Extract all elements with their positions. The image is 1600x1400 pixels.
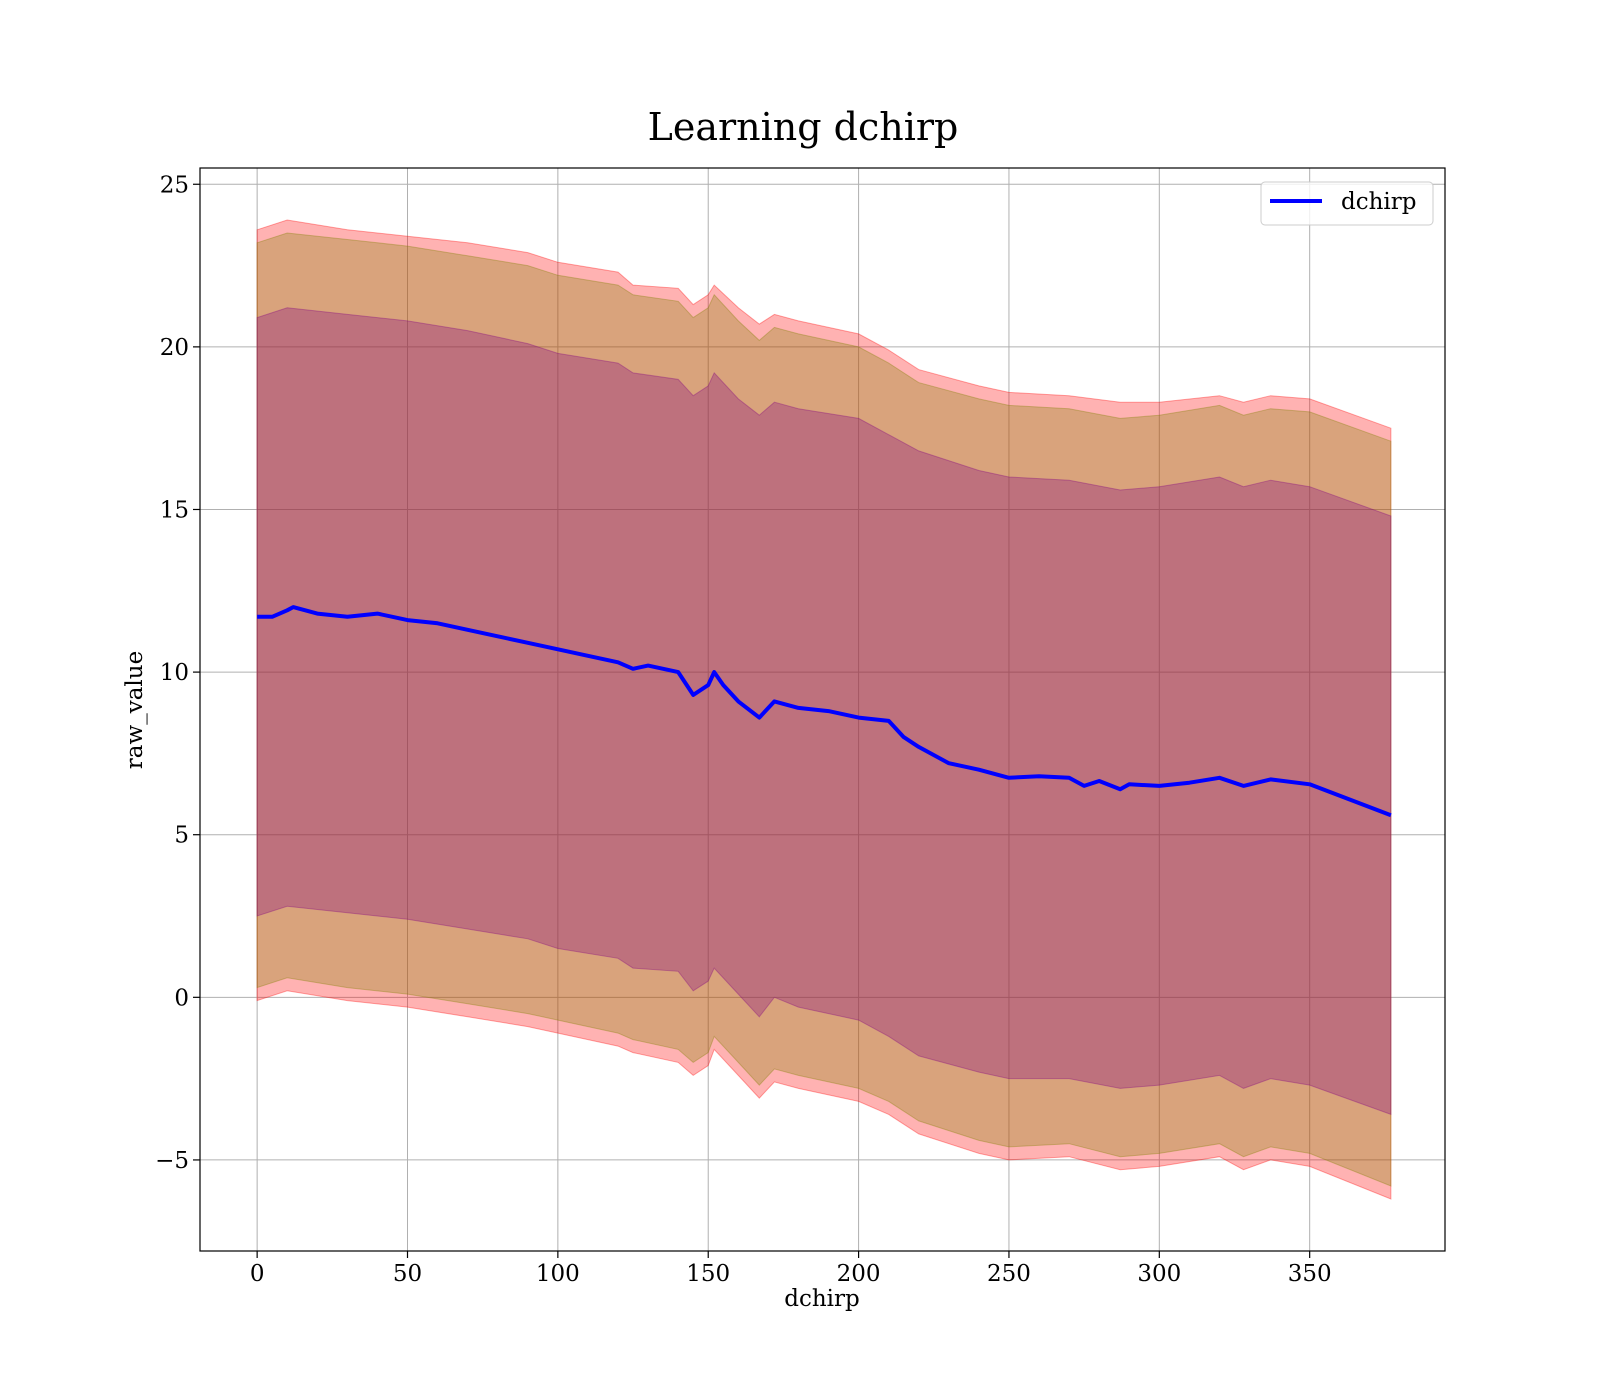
y-axis-label: raw_value: [122, 651, 148, 769]
legend-label: dchirp: [1341, 189, 1417, 215]
series-line-dchirp: [257, 605, 1392, 818]
y-tick-label: −5: [155, 1148, 189, 1174]
grid: [200, 168, 1445, 1251]
x-axis-ticks: 0 50 100 150 200 250 300 350: [250, 1251, 1332, 1287]
plot-frame: [199, 167, 1446, 1252]
x-tick-label: 200: [837, 1261, 881, 1287]
series-lines: [257, 605, 1392, 818]
y-tick-label: 0: [174, 985, 189, 1011]
y-tick-label: 5: [174, 823, 189, 849]
y-tick-label: 15: [160, 497, 189, 523]
x-tick-label: 300: [1137, 1261, 1181, 1287]
y-tick-label: 25: [160, 172, 189, 198]
x-tick-label: 150: [686, 1261, 730, 1287]
chart-title: Learning dchirp: [648, 105, 959, 149]
x-axis-label: dchirp: [784, 1286, 860, 1312]
y-axis-ticks: −5 0 5 10 15 20 25: [155, 172, 200, 1174]
x-tick-label: 250: [987, 1261, 1031, 1287]
y-tick-label: 20: [160, 335, 189, 361]
x-tick-label: 350: [1288, 1261, 1332, 1287]
x-tick-label: 50: [393, 1261, 422, 1287]
legend: dchirp: [1260, 181, 1434, 226]
x-tick-label: 100: [536, 1261, 580, 1287]
y-tick-label: 10: [160, 660, 189, 686]
legend-box: [1260, 181, 1434, 226]
x-tick-label: 0: [250, 1261, 265, 1287]
